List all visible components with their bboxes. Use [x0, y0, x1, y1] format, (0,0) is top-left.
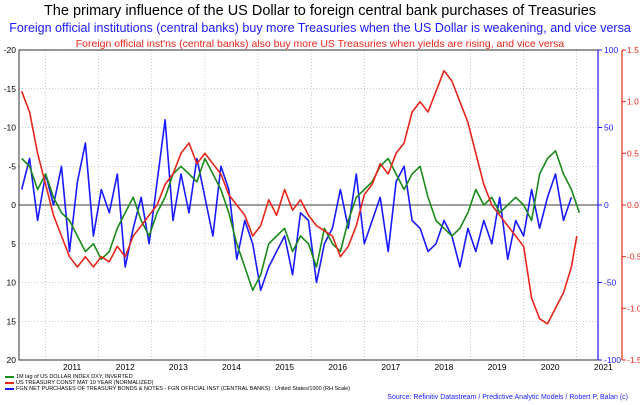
- legend-swatch-blue: [5, 387, 14, 390]
- legend-item-fgn: FGN NET PURCHASES OF TREASURY BONDS & NO…: [5, 386, 350, 392]
- series-lines: [20, 69, 581, 325]
- right-red-tick-label: 0.5: [627, 148, 639, 158]
- right-red-tick-label: -0.5: [627, 252, 640, 262]
- right-red-tick-label: 0.0: [627, 200, 639, 210]
- left-tick-label: -10: [4, 123, 17, 133]
- x-tick-label: 2013: [169, 362, 188, 372]
- left-tick-label: 15: [7, 316, 17, 326]
- right-red-tick-label: -1.5: [627, 355, 640, 365]
- x-tick-label: 2014: [222, 362, 241, 372]
- left-tick-label: -15: [4, 84, 17, 94]
- right-blue-tick-label: -100: [604, 355, 621, 365]
- legend-swatch-red: [5, 381, 14, 384]
- left-tick-label: -5: [8, 161, 16, 171]
- left-tick-label: 5: [11, 239, 16, 249]
- right-red-tick-label: 1.0: [627, 97, 639, 107]
- chart-subtitle-red: Foreign official inst'ns (central banks)…: [75, 38, 565, 50]
- right-blue-tick-label: 0: [604, 200, 609, 210]
- legend-item-dxy: 1M lag of US DOLLAR INDEX DXY, INVERTED: [5, 374, 133, 380]
- right-blue-tick-label: -50: [604, 278, 617, 288]
- source-note: Source: Refinitiv Datastream / Predictiv…: [387, 394, 628, 401]
- legend-item-treasury: US TREASURY CONST MAT 10 YEAR (NORMALIZE…: [5, 380, 153, 386]
- x-tick-label: 2015: [275, 362, 294, 372]
- x-tick-label: 2019: [488, 362, 507, 372]
- x-tick-label: 2012: [116, 362, 135, 372]
- left-tick-label: -20: [4, 45, 17, 55]
- x-tick-label: 2020: [541, 362, 560, 372]
- legend-swatch-green: [5, 375, 14, 378]
- left-tick-label: 10: [7, 278, 17, 288]
- chart-subtitle-blue: Foreign official institutions (central b…: [9, 21, 631, 35]
- chart-title: The primary influence of the US Dollar t…: [43, 3, 597, 19]
- right-red-tick-label: 1.5: [627, 45, 639, 55]
- right-blue-tick-label: 50: [604, 123, 614, 133]
- legend-label: FGN NET PURCHASES OF TREASURY BONDS & NO…: [16, 386, 351, 392]
- right-red-tick-label: -1.0: [627, 303, 640, 313]
- axis-ticks: 2011 2012 2013 2014 2015 2016 2017 2018 2019 2020…: [4, 45, 640, 372]
- x-tick-label: 2017: [381, 362, 400, 372]
- x-tick-label: 2021: [594, 362, 613, 372]
- series-line-dxy-inverted: [21, 150, 581, 292]
- legend-label: 1M lag of US DOLLAR INDEX DXY, INVERTED: [16, 374, 133, 380]
- left-tick-label: 20: [7, 355, 17, 365]
- series-line-treasury-10y: [20, 69, 578, 325]
- right-blue-tick-label: 100: [604, 45, 618, 55]
- x-tick-label: 2016: [328, 362, 347, 372]
- legend-label: US TREASURY CONST MAT 10 YEAR (NORMALIZE…: [16, 380, 154, 386]
- x-tick-label: 2011: [63, 362, 82, 372]
- x-tick-label: 2018: [434, 362, 453, 372]
- left-tick-label: 0: [11, 200, 16, 210]
